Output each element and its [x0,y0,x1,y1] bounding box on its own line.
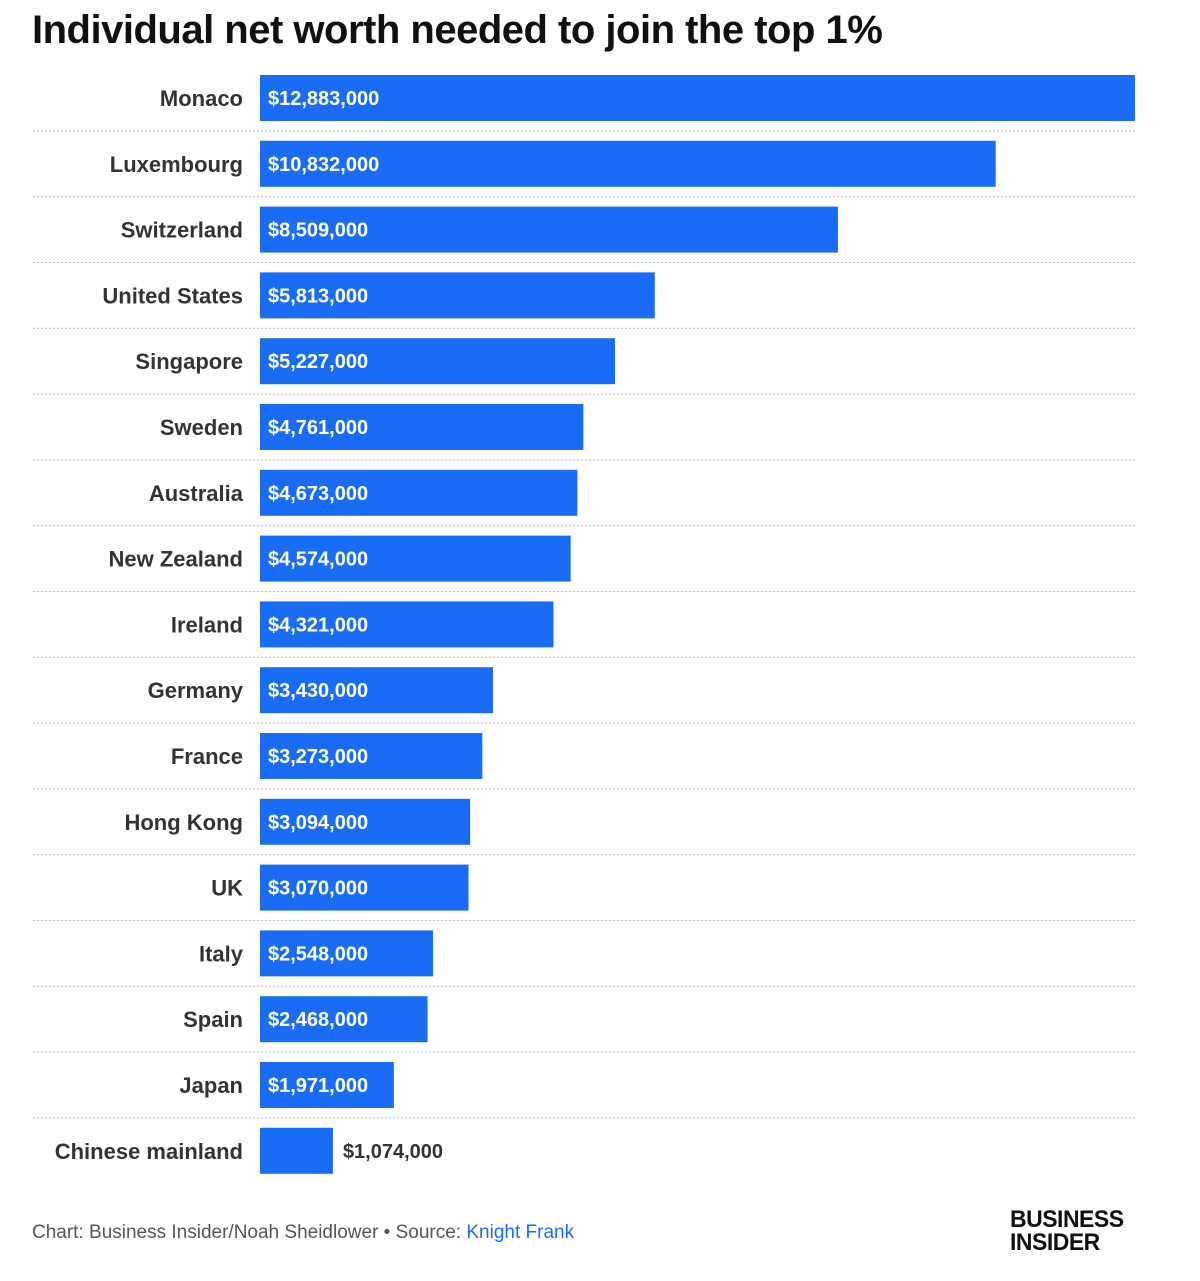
value-label-ireland: $4,321,000 [268,614,368,636]
bar-singapore [260,338,616,385]
bar-france [260,733,483,779]
value-label-monaco: $12,883,000 [268,88,379,110]
category-label-singapore: Singapore [135,349,243,374]
bar-spain [260,996,428,1043]
category-label-italy: Italy [199,941,244,966]
bar-ireland [260,601,554,648]
category-label-monaco: Monaco [160,86,243,111]
bar-luxembourg [260,140,996,187]
value-label-hong-kong: $3,094,000 [268,812,368,834]
category-label-switzerland: Switzerland [121,218,243,243]
category-label-new-zealand: New Zealand [109,547,243,572]
bar-new-zealand [260,535,571,582]
bar-switzerland [260,206,838,253]
value-label-chinese-mainland: $1,074,000 [343,1141,443,1163]
category-label-hong-kong: Hong Kong [124,810,243,835]
value-label-new-zealand: $4,574,000 [268,549,368,571]
chart-title: Individual net worth needed to join the … [32,8,883,52]
category-label-luxembourg: Luxembourg [110,152,243,177]
bar-hong-kong [260,798,471,845]
bar-japan [260,1062,394,1108]
value-label-switzerland: $8,509,000 [268,220,368,242]
logo-line-1: BUSINESS [1010,1204,1124,1233]
category-label-uk: UK [211,876,243,901]
bar-united-states [260,272,655,319]
source-link[interactable]: Knight Frank [466,1222,575,1243]
category-label-ireland: Ireland [171,612,243,637]
category-label-sweden: Sweden [160,415,243,440]
bar-chart: Monaco $12,883,000 Luxembourg $10,832,000 Sw… [33,75,1135,1174]
value-label-australia: $4,673,000 [268,483,368,505]
category-label-chinese-mainland: Chinese mainland [55,1139,243,1164]
business-insider-logo: BUSINESS INSIDER [1010,1204,1140,1256]
category-label-united-states: United States [102,283,243,308]
bar-chinese-mainland [260,1127,333,1174]
chart-credit: Chart: Business Insider/Noah Sheidlower … [32,1222,467,1243]
value-label-italy: $2,548,000 [268,943,368,965]
value-label-luxembourg: $10,832,000 [268,154,379,176]
category-label-japan: Japan [179,1073,243,1098]
chart-footer: Chart: Business Insider/Noah Sheidlower … [32,1222,574,1244]
bar-uk [260,864,469,911]
category-label-australia: Australia [149,481,244,506]
category-label-germany: Germany [148,678,244,703]
bar-monaco [260,75,1135,121]
bar-germany [260,667,493,714]
category-label-spain: Spain [183,1007,243,1032]
value-label-france: $3,273,000 [268,746,368,768]
bar-australia [260,469,578,516]
value-label-singapore: $5,227,000 [268,351,368,373]
value-label-united-states: $5,813,000 [268,285,368,307]
value-label-uk: $3,070,000 [268,878,368,900]
logo-line-2: INSIDER [1010,1227,1100,1256]
value-label-germany: $3,430,000 [268,680,368,702]
value-label-sweden: $4,761,000 [268,417,368,439]
value-label-japan: $1,971,000 [268,1075,368,1097]
category-label-france: France [171,744,243,769]
value-label-spain: $2,468,000 [268,1009,368,1031]
bar-sweden [260,404,584,450]
bar-italy [260,930,434,977]
